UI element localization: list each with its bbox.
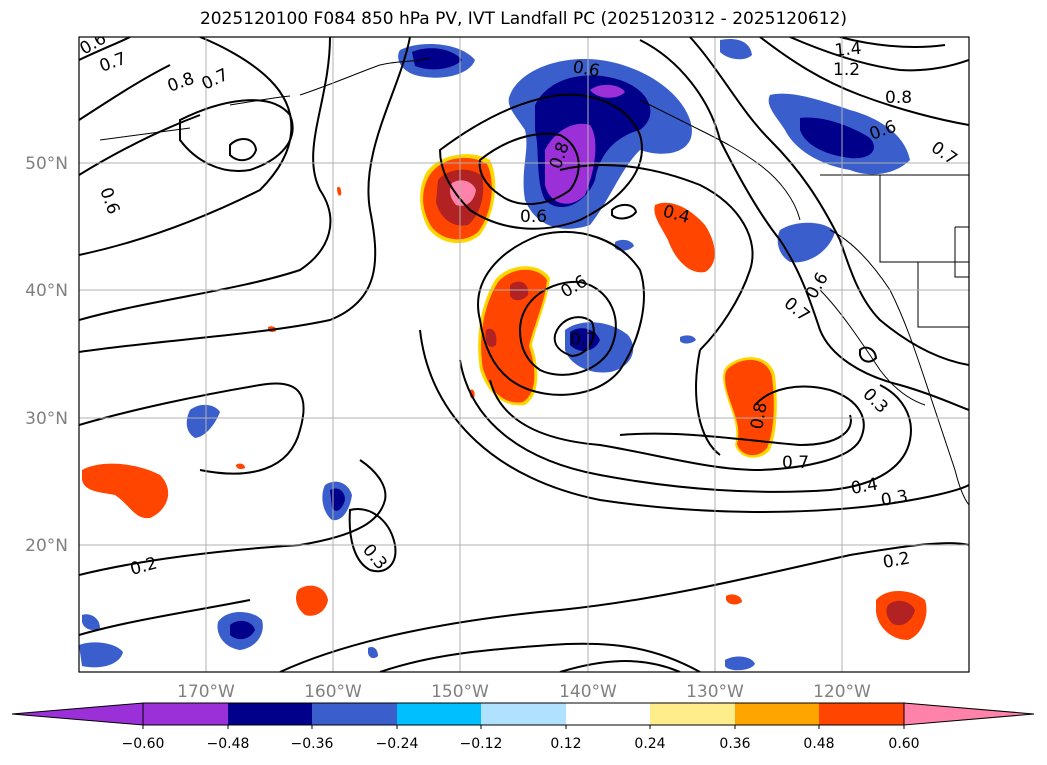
lat-label-30n: 30°N — [25, 409, 68, 429]
colorbar-tick-label: −0.60 — [122, 736, 165, 752]
coastlines — [99, 57, 969, 506]
contour-label: 0.8 — [747, 401, 771, 431]
contour-label: 0.7 — [570, 330, 597, 350]
contour-label: 0.8 — [885, 88, 912, 108]
map-title: 2025120100 F084 850 hPa PV, IVT Landfall… — [199, 9, 847, 29]
colorbar-high-extend — [903, 702, 1035, 726]
lon-label-120w: 120°W — [813, 682, 871, 702]
longitude-labels: 170°W 160°W 150°W 140°W 130°W 120°W — [177, 682, 871, 702]
contour-label: 0.6 — [571, 57, 601, 81]
lon-label-130w: 130°W — [686, 682, 744, 702]
contour-label: 1.2 — [833, 60, 860, 80]
ivt-contours — [79, 37, 969, 672]
contour-label: 1.4 — [834, 39, 863, 61]
colorbar: −0.60 −0.48 −0.36 −0.24 −0.12 0.12 0.24 … — [11, 702, 1035, 752]
contour-label: 0.7 — [782, 453, 809, 473]
map-frame — [78, 36, 970, 673]
lon-label-160w: 160°W — [304, 682, 362, 702]
colorbar-tick-label: 0.60 — [888, 736, 919, 752]
colorbar-swatch — [228, 703, 312, 725]
colorbar-swatch — [819, 703, 904, 725]
map-plot-area: 0.6 0.7 0.8 0.7 0.6 0.8 0.6 0.6 0.4 0.6 … — [79, 37, 969, 672]
colorbar-swatch — [650, 703, 735, 725]
colorbar-swatch — [481, 703, 566, 725]
colorbar-swatch — [143, 703, 228, 725]
colorbar-tick-label: −0.48 — [207, 736, 250, 752]
lat-label-20n: 20°N — [25, 536, 68, 556]
colorbar-swatch — [566, 703, 650, 725]
colorbar-tick-label: 0.24 — [634, 736, 665, 752]
contour-label: 0.6 — [520, 207, 547, 227]
colorbar-swatch — [312, 703, 397, 725]
colorbar-swatch — [397, 703, 481, 725]
lon-label-140w: 140°W — [559, 682, 617, 702]
colorbar-tick-label: −0.24 — [376, 736, 419, 752]
negative-pv-shading — [79, 38, 910, 671]
colorbar-low-extend — [11, 702, 144, 726]
colorbar-tick-label: −0.12 — [460, 736, 503, 752]
lon-label-170w: 170°W — [177, 682, 235, 702]
positive-pv-shading — [82, 154, 927, 640]
colorbar-tick-label: 0.48 — [803, 736, 834, 752]
colorbar-tick-label: 0.36 — [719, 736, 750, 752]
colorbar-tick-label: −0.36 — [291, 736, 334, 752]
colorbar-tick-label: 0.12 — [550, 736, 581, 752]
colorbar-swatch — [735, 703, 819, 725]
graticule — [79, 37, 969, 672]
contour-label: 0.2 — [881, 549, 911, 573]
lon-label-150w: 150°W — [431, 682, 489, 702]
contour-label: 0.3 — [879, 487, 909, 511]
lat-label-40n: 40°N — [25, 281, 68, 301]
latitude-labels: 50°N 40°N 30°N 20°N — [25, 154, 68, 556]
lat-label-50n: 50°N — [25, 154, 68, 174]
contour-label: 0.4 — [849, 475, 879, 499]
